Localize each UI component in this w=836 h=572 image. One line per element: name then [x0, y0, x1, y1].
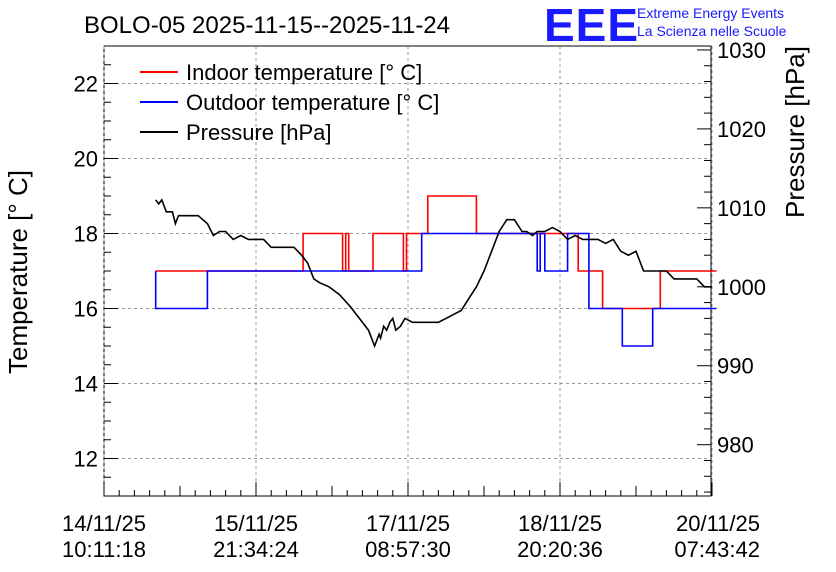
- y-tick-label: 22: [74, 72, 98, 97]
- eee-logo: EEE: [544, 0, 639, 51]
- x-tick-date: 18/11/25: [518, 511, 602, 536]
- x-tick-time: 08:57:30: [365, 537, 451, 562]
- legend-outdoor-label: Outdoor temperature [° C]: [186, 90, 439, 115]
- outdoor-temperature-line: [154, 232, 717, 347]
- plot-series: [154, 195, 717, 349]
- eee-logo-mark: EEE: [544, 0, 639, 51]
- y2-tick-label: 1010: [717, 196, 766, 221]
- y2-tick-label: 1000: [717, 275, 766, 300]
- x-tick-time: 20:20:36: [517, 537, 603, 562]
- y-tick-label: 14: [74, 372, 98, 397]
- legend-pressure-label: Pressure [hPa]: [186, 120, 332, 145]
- legend: Indoor temperature [° C] Outdoor tempera…: [140, 60, 439, 145]
- x-tick-time: 10:11:18: [62, 537, 146, 562]
- org-name-line2: La Scienza nelle Scuole: [637, 23, 787, 39]
- y-tick-label: 18: [74, 222, 98, 247]
- y-tick-label: 16: [74, 297, 98, 322]
- y-tick-label: 12: [74, 447, 98, 472]
- y2-tick-label: 980: [717, 433, 754, 458]
- y-tick-label: 20: [74, 147, 98, 172]
- y2-tick-label: 1030: [717, 38, 766, 63]
- y2-axis-title: Pressure [hPa]: [780, 46, 810, 218]
- x-tick-time: 07:43:42: [674, 537, 760, 562]
- x-tick-date: 14/11/25: [62, 511, 146, 536]
- x-tick-date: 20/11/25: [676, 511, 760, 536]
- y-axis-left-labels: 12 14 16 18 20 22: [74, 72, 98, 472]
- y-axis-title: Temperature [° C]: [3, 170, 33, 374]
- x-tick-time: 21:34:24: [213, 537, 299, 562]
- pressure-line: [155, 198, 712, 349]
- legend-indoor-label: Indoor temperature [° C]: [186, 60, 422, 85]
- y-axis-right-labels: 980 990 1000 1010 1020 1030: [717, 38, 766, 458]
- chart-title: BOLO-05 2025-11-15--2025-11-24: [84, 12, 450, 39]
- axis-ticks: [103, 45, 713, 497]
- y2-tick-label: 1020: [717, 117, 766, 142]
- y2-tick-label: 990: [717, 354, 754, 379]
- x-tick-date: 15/11/25: [214, 511, 298, 536]
- org-name-line1: Extreme Energy Events: [637, 5, 784, 21]
- x-tick-date: 17/11/25: [366, 511, 450, 536]
